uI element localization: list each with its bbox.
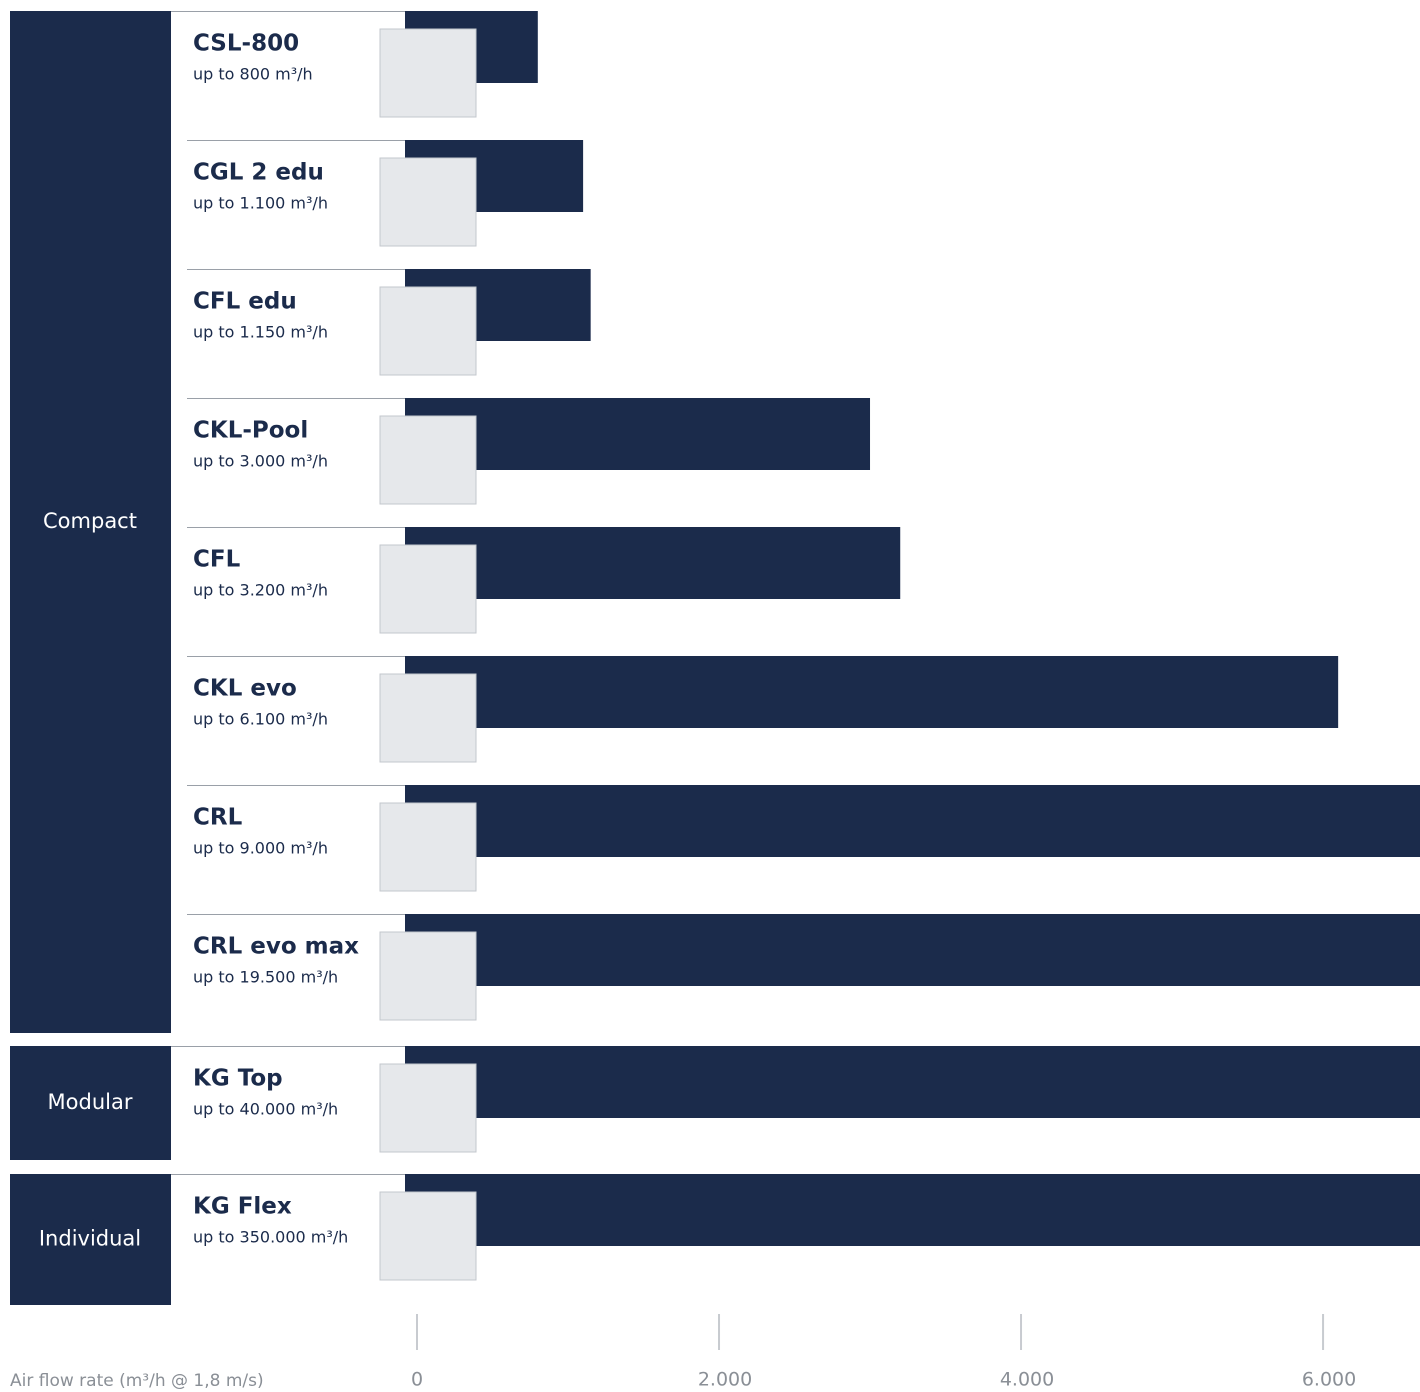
x-tick-label: 2.000 <box>698 1369 752 1391</box>
product-image <box>379 673 477 763</box>
product-capacity: up to 6.100 m³/h <box>193 710 328 729</box>
x-tick-label: 4.000 <box>1000 1369 1054 1391</box>
product-image <box>379 286 477 376</box>
product-image <box>379 28 477 118</box>
product-image <box>379 931 477 1021</box>
group-box <box>10 11 171 1033</box>
group-box <box>10 1046 171 1160</box>
product-name: CRL <box>193 805 243 831</box>
product-image <box>379 415 477 505</box>
product-capacity: up to 1.150 m³/h <box>193 323 328 342</box>
product-capacity: up to 19.500 m³/h <box>193 968 338 987</box>
x-tick-label: 0 <box>411 1369 423 1391</box>
product-capacity: up to 350.000 m³/h <box>193 1228 348 1247</box>
product-image <box>379 802 477 892</box>
product-name: KG Top <box>193 1066 283 1092</box>
product-name: CKL-Pool <box>193 418 308 444</box>
product-name: CFL <box>193 547 241 573</box>
bar <box>405 914 1420 986</box>
x-axis-label: Air flow rate (m³/h @ 1,8 m/s) <box>10 1371 264 1391</box>
product-image <box>379 1063 477 1153</box>
product-capacity: up to 3.200 m³/h <box>193 581 328 600</box>
product-image <box>379 544 477 634</box>
bar <box>405 1174 1420 1246</box>
product-name: KG Flex <box>193 1194 292 1220</box>
bar <box>405 398 871 470</box>
product-capacity: up to 9.000 m³/h <box>193 839 328 858</box>
product-name: CGL 2 edu <box>193 160 324 186</box>
group-box <box>10 1174 171 1305</box>
bar <box>405 527 901 599</box>
group-label: Individual <box>39 1227 141 1251</box>
product-name: CFL edu <box>193 289 297 315</box>
product-name: CRL evo max <box>193 934 359 960</box>
product-image <box>379 157 477 247</box>
bar <box>405 1046 1420 1118</box>
product-name: CSL-800 <box>193 31 299 57</box>
product-name: CKL evo <box>193 676 297 702</box>
product-capacity: up to 800 m³/h <box>193 65 313 84</box>
x-tick-label: 6.000 <box>1302 1369 1356 1391</box>
product-image <box>379 1191 477 1281</box>
group-label: Modular <box>48 1090 133 1114</box>
product-capacity: up to 1.100 m³/h <box>193 194 328 213</box>
product-capacity: up to 40.000 m³/h <box>193 1100 338 1119</box>
bar <box>405 656 1339 728</box>
bar <box>405 785 1420 857</box>
group-label: Compact <box>43 509 137 533</box>
product-capacity: up to 3.000 m³/h <box>193 452 328 471</box>
